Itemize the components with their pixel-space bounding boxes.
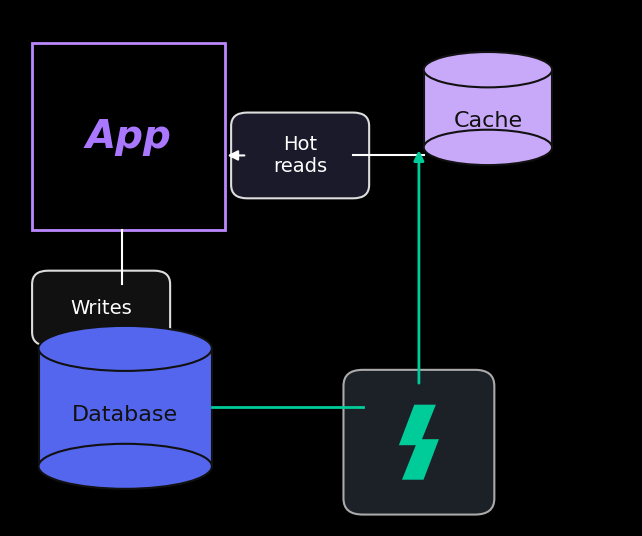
Text: Database: Database <box>72 405 178 426</box>
FancyBboxPatch shape <box>32 43 225 230</box>
FancyBboxPatch shape <box>231 113 369 198</box>
FancyBboxPatch shape <box>343 370 494 515</box>
Text: Writes: Writes <box>71 299 132 318</box>
Text: Hot
reads: Hot reads <box>273 135 327 176</box>
FancyBboxPatch shape <box>32 271 170 346</box>
Ellipse shape <box>39 326 212 371</box>
Text: Cache: Cache <box>453 110 523 131</box>
Ellipse shape <box>39 444 212 489</box>
Text: App: App <box>85 118 171 155</box>
Polygon shape <box>399 405 439 480</box>
Ellipse shape <box>424 130 552 165</box>
Polygon shape <box>39 348 212 466</box>
Ellipse shape <box>424 52 552 87</box>
Polygon shape <box>424 70 552 147</box>
